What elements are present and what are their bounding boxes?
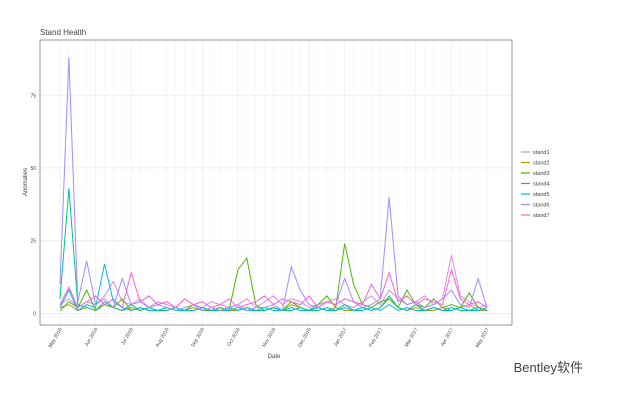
x-tick-label: Jan 2017: [333, 327, 349, 348]
legend-label: stand2: [533, 161, 550, 167]
x-tick-label: Aug 2016: [155, 327, 171, 349]
x-tick-label: Mar 2017: [404, 327, 420, 348]
x-tick-label: May 2016: [48, 327, 64, 349]
y-axis-label: Anomalies: [23, 168, 29, 196]
series-line: [59, 263, 488, 312]
legend-label: stand7: [533, 213, 550, 219]
x-tick-label: Sep 2016: [190, 327, 206, 349]
chart-title: Stand Health: [40, 28, 86, 37]
x-axis-label: Date: [268, 354, 281, 360]
y-tick-label: 0: [33, 311, 36, 317]
x-tick-label: Jun 2016: [84, 327, 100, 348]
x-tick-label: Nov 2016: [261, 327, 277, 349]
watermark: Bentley软件: [514, 360, 583, 375]
plot-panel: [40, 40, 512, 325]
plot-border: [39, 39, 513, 326]
legend-label: stand5: [533, 192, 550, 198]
x-tick-label: Apr 2017: [440, 327, 455, 348]
legend-label: stand6: [533, 203, 550, 209]
x-tick-label: May 2017: [475, 327, 491, 349]
x-tick-label: Oct 2016: [226, 327, 241, 348]
x-tick-label: Dec 2016: [297, 327, 313, 349]
legend-label: stand3: [533, 171, 550, 177]
y-tick-label: 75: [30, 93, 36, 99]
x-tick-label: Feb 2017: [368, 327, 384, 348]
series-line: [59, 267, 488, 309]
y-tick-label: 25: [30, 239, 36, 245]
legend-label: stand1: [533, 150, 550, 156]
x-tick-label: Jul 2016: [120, 327, 135, 347]
legend-label: stand4: [533, 182, 550, 188]
y-tick-label: 50: [30, 166, 36, 172]
